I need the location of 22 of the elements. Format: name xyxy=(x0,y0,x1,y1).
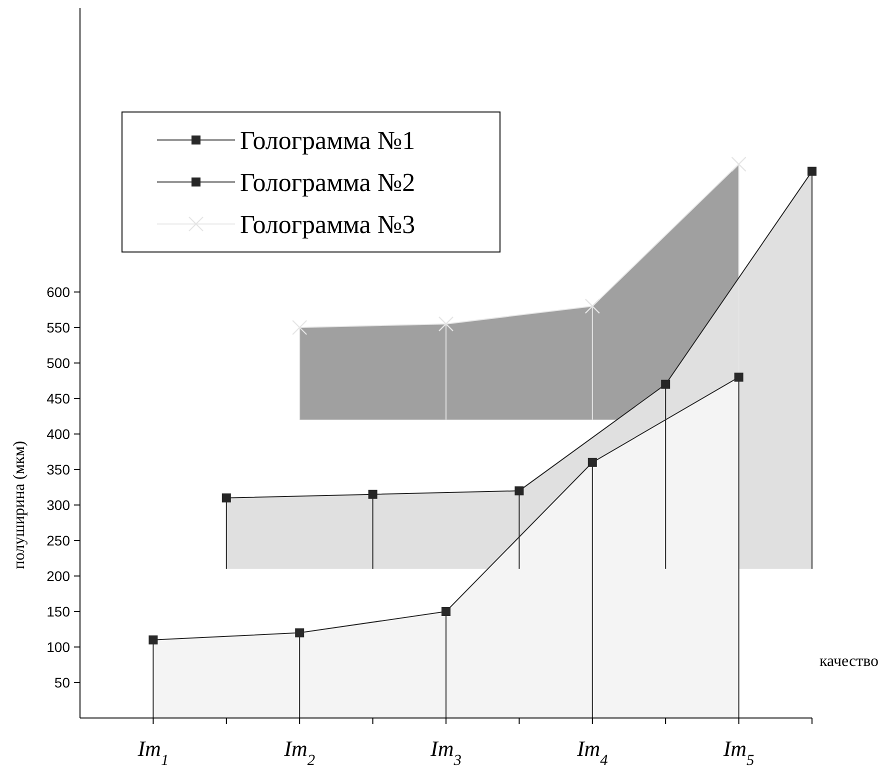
x-tick-label: Im$_{4}$ xyxy=(576,736,608,768)
legend-label: Голограмма №2 xyxy=(240,168,416,198)
y-tick-label: 400 xyxy=(46,426,70,442)
legend-label: Голограмма №3 xyxy=(240,210,416,240)
y-tick-label: 550 xyxy=(46,319,70,336)
y-axis-title: полуширина (мкм) xyxy=(11,440,28,570)
x-tick-label: Im$_{2}$ xyxy=(283,736,316,768)
x-tick-label: Im$_{3}$ xyxy=(430,736,462,768)
y-tick-label: 600 xyxy=(46,284,70,300)
x-tick-label: Im$_{5}$ xyxy=(722,736,755,768)
x-tick-label: Im$_{1}$ xyxy=(136,736,169,768)
y-tick-label: 200 xyxy=(46,568,70,584)
y-tick-label: 450 xyxy=(46,390,70,406)
y-tick-label: 50 xyxy=(54,674,70,690)
y-tick-label: 350 xyxy=(46,461,70,478)
y-tick-label: 300 xyxy=(46,496,70,513)
legend-label: Голограмма №1 xyxy=(240,126,416,156)
y-tick-label: 250 xyxy=(46,532,70,548)
y-tick-label: 150 xyxy=(46,603,70,620)
y-tick-label: 500 xyxy=(46,354,70,371)
x-axis-title: качество xyxy=(819,653,879,670)
y-tick-label: 100 xyxy=(46,638,70,655)
